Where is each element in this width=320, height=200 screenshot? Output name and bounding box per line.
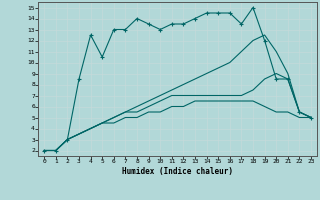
X-axis label: Humidex (Indice chaleur): Humidex (Indice chaleur) <box>122 167 233 176</box>
